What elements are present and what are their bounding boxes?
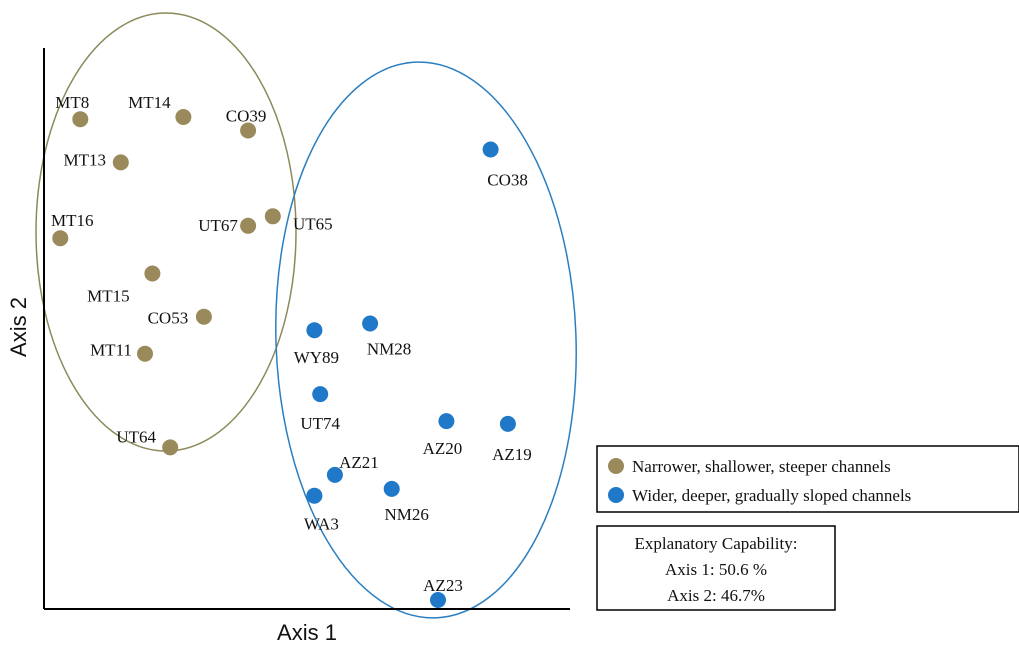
point-label-mt15: MT15	[87, 287, 130, 306]
point-mt16	[52, 230, 69, 247]
point-label-ut65: UT65	[293, 214, 333, 233]
point-label-ut74: UT74	[300, 414, 340, 433]
legend-label-series-2: Wider, deeper, gradually sloped channels	[632, 486, 911, 505]
point-label-mt11: MT11	[90, 341, 132, 360]
point-label-mt16: MT16	[51, 211, 94, 230]
point-label-wy89: WY89	[294, 348, 339, 367]
point-label-co53: CO53	[148, 309, 189, 328]
legend-marker-series-1	[608, 458, 624, 474]
y-axis-title: Axis 2	[6, 297, 31, 357]
point-az21	[326, 466, 343, 483]
explanatory-capability-box: Explanatory Capability: Axis 1: 50.6 % A…	[596, 525, 836, 611]
point-wy89	[306, 322, 323, 339]
point-az23	[430, 592, 446, 608]
legend-label-series-1: Narrower, shallower, steeper channels	[632, 457, 891, 476]
point-label-nm26: NM26	[384, 505, 428, 524]
point-co53	[195, 308, 212, 325]
point-az20	[438, 413, 455, 430]
point-ut64	[162, 439, 179, 456]
cluster-ellipse-1	[35, 12, 297, 452]
point-label-ut67: UT67	[198, 216, 238, 235]
point-label-mt8: MT8	[55, 93, 89, 112]
legend-box	[596, 445, 1019, 513]
point-mt13	[112, 154, 129, 171]
explanatory-box-axis2: Axis 2: 46.7%	[667, 586, 765, 605]
point-label-ut64: UT64	[116, 427, 156, 446]
legend: Narrower, shallower, steeper channels Wi…	[596, 445, 1019, 513]
explanatory-box-axis1: Axis 1: 50.6 %	[665, 560, 767, 579]
point-label-az21: AZ21	[339, 453, 379, 472]
point-label-wa3: WA3	[304, 515, 339, 534]
point-ut65	[264, 208, 281, 225]
point-mt15	[144, 265, 161, 282]
point-label-az19: AZ19	[492, 445, 532, 464]
legend-marker-series-2	[608, 487, 624, 503]
point-wa3	[306, 487, 323, 504]
point-label-az23: AZ23	[423, 576, 463, 595]
point-mt8	[72, 111, 89, 128]
point-label-az20: AZ20	[423, 439, 463, 458]
point-az19	[499, 415, 516, 432]
explanatory-box-title: Explanatory Capability:	[635, 534, 798, 553]
point-nm26	[383, 480, 400, 497]
point-co39	[240, 122, 257, 139]
data-points: MT8 MT14 CO39 MT13 UT67 UT65 MT16 MT15 CO53 MT11 U…	[51, 93, 532, 608]
point-mt11	[137, 345, 153, 362]
cluster-ellipse-2	[275, 61, 577, 619]
point-co38	[482, 141, 499, 158]
point-label-nm28: NM28	[367, 340, 411, 359]
point-label-mt13: MT13	[64, 150, 107, 169]
point-mt14	[175, 109, 192, 125]
point-nm28	[362, 315, 379, 332]
point-label-co39: CO39	[226, 107, 267, 126]
x-axis-title: Axis 1	[277, 620, 337, 645]
explanatory-box-frame	[596, 525, 836, 611]
point-ut74	[312, 386, 329, 403]
point-label-co38: CO38	[487, 171, 528, 190]
point-label-mt14: MT14	[128, 93, 171, 112]
point-ut67	[240, 217, 257, 234]
